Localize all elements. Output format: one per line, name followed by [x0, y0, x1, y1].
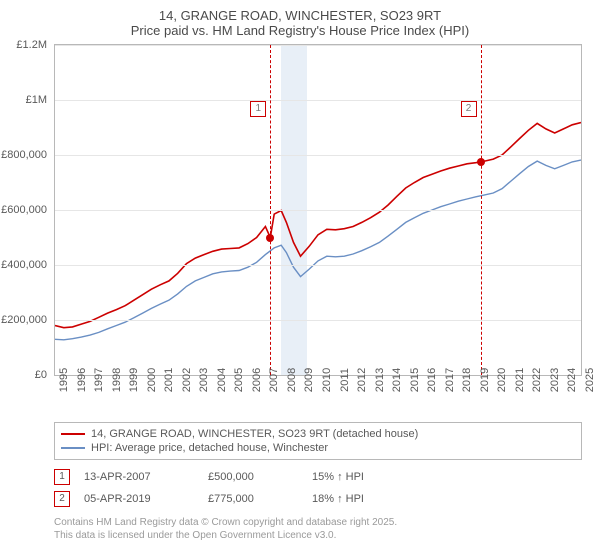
- legend-text: 14, GRANGE ROAD, WINCHESTER, SO23 9RT (d…: [91, 428, 418, 440]
- x-tick-label: 2020: [496, 368, 508, 392]
- x-tick-label: 2024: [566, 368, 578, 392]
- x-tick-label: 1997: [93, 368, 105, 392]
- annotation-price: £775,000: [208, 493, 298, 505]
- marker-line: [270, 45, 271, 375]
- gridline-h: [55, 155, 581, 156]
- annotation-price: £500,000: [208, 471, 298, 483]
- chart-container: 14, GRANGE ROAD, WINCHESTER, SO23 9RT Pr…: [0, 0, 600, 542]
- legend-text: HPI: Average price, detached house, Winc…: [91, 442, 328, 454]
- annotation-marker: 2: [54, 491, 70, 507]
- x-tick-label: 2009: [303, 368, 315, 392]
- legend-row: 14, GRANGE ROAD, WINCHESTER, SO23 9RT (d…: [61, 427, 575, 441]
- legend-swatch: [61, 447, 85, 449]
- title-line1: 14, GRANGE ROAD, WINCHESTER, SO23 9RT: [10, 8, 590, 23]
- x-tick-label: 1999: [128, 368, 140, 392]
- legend: 14, GRANGE ROAD, WINCHESTER, SO23 9RT (d…: [54, 422, 582, 460]
- y-axis-labels: £0£200,000£400,000£600,000£800,000£1M£1.…: [11, 45, 51, 375]
- gridline-h: [55, 265, 581, 266]
- x-tick-label: 2012: [356, 368, 368, 392]
- y-tick-label: £1.2M: [16, 39, 47, 51]
- series-property: [55, 123, 581, 328]
- series-hpi: [55, 160, 581, 340]
- x-tick-label: 2021: [514, 368, 526, 392]
- annotation-row: 1 13-APR-2007 £500,000 15% ↑ HPI: [54, 466, 582, 488]
- annotation-row: 2 05-APR-2019 £775,000 18% ↑ HPI: [54, 488, 582, 510]
- x-tick-label: 2019: [479, 368, 491, 392]
- x-axis-labels: 1995199619971998199920002001200220032004…: [54, 376, 582, 422]
- x-tick-label: 2025: [584, 368, 596, 392]
- annotation-delta: 15% ↑ HPI: [312, 471, 364, 483]
- x-tick-label: 2006: [251, 368, 263, 392]
- y-tick-label: £1M: [26, 94, 47, 106]
- x-tick-label: 1998: [111, 368, 123, 392]
- marker-line: [481, 45, 482, 375]
- x-tick-label: 2005: [233, 368, 245, 392]
- x-tick-label: 1995: [58, 368, 70, 392]
- y-tick-label: £200,000: [1, 314, 47, 326]
- x-tick-label: 2001: [163, 368, 175, 392]
- x-tick-label: 2003: [198, 368, 210, 392]
- x-tick-label: 2002: [181, 368, 193, 392]
- plot-area: £0£200,000£400,000£600,000£800,000£1M£1.…: [54, 44, 582, 376]
- gridline-h: [55, 210, 581, 211]
- annotation-date: 05-APR-2019: [84, 493, 194, 505]
- x-tick-label: 2008: [286, 368, 298, 392]
- marker-label: 2: [461, 101, 477, 117]
- footer-line2: This data is licensed under the Open Gov…: [54, 529, 582, 542]
- gridline-h: [55, 100, 581, 101]
- y-tick-label: £800,000: [1, 149, 47, 161]
- x-tick-label: 2014: [391, 368, 403, 392]
- title-line2: Price paid vs. HM Land Registry's House …: [10, 23, 590, 38]
- x-tick-label: 2010: [321, 368, 333, 392]
- x-tick-label: 2007: [268, 368, 280, 392]
- annotation-table: 1 13-APR-2007 £500,000 15% ↑ HPI 2 05-APR-201…: [54, 466, 582, 510]
- y-tick-label: £600,000: [1, 204, 47, 216]
- title-block: 14, GRANGE ROAD, WINCHESTER, SO23 9RT Pr…: [10, 8, 590, 38]
- legend-row: HPI: Average price, detached house, Winc…: [61, 441, 575, 455]
- gridline-h: [55, 320, 581, 321]
- annotation-delta: 18% ↑ HPI: [312, 493, 364, 505]
- y-tick-label: £400,000: [1, 259, 47, 271]
- annotation-date: 13-APR-2007: [84, 471, 194, 483]
- gridline-h: [55, 45, 581, 46]
- marker-point: [477, 158, 485, 166]
- x-tick-label: 2017: [444, 368, 456, 392]
- footer-attribution: Contains HM Land Registry data © Crown c…: [54, 516, 582, 542]
- x-tick-label: 2004: [216, 368, 228, 392]
- footer-line1: Contains HM Land Registry data © Crown c…: [54, 516, 582, 529]
- marker-label: 1: [250, 101, 266, 117]
- x-tick-label: 2013: [374, 368, 386, 392]
- x-tick-label: 2023: [549, 368, 561, 392]
- x-tick-label: 2015: [409, 368, 421, 392]
- x-tick-label: 2018: [461, 368, 473, 392]
- legend-swatch: [61, 433, 85, 435]
- annotation-marker: 1: [54, 469, 70, 485]
- y-tick-label: £0: [35, 369, 47, 381]
- x-tick-label: 2022: [531, 368, 543, 392]
- marker-point: [266, 234, 274, 242]
- x-tick-label: 2016: [426, 368, 438, 392]
- x-tick-label: 2000: [146, 368, 158, 392]
- x-tick-label: 2011: [339, 368, 351, 392]
- x-tick-label: 1996: [76, 368, 88, 392]
